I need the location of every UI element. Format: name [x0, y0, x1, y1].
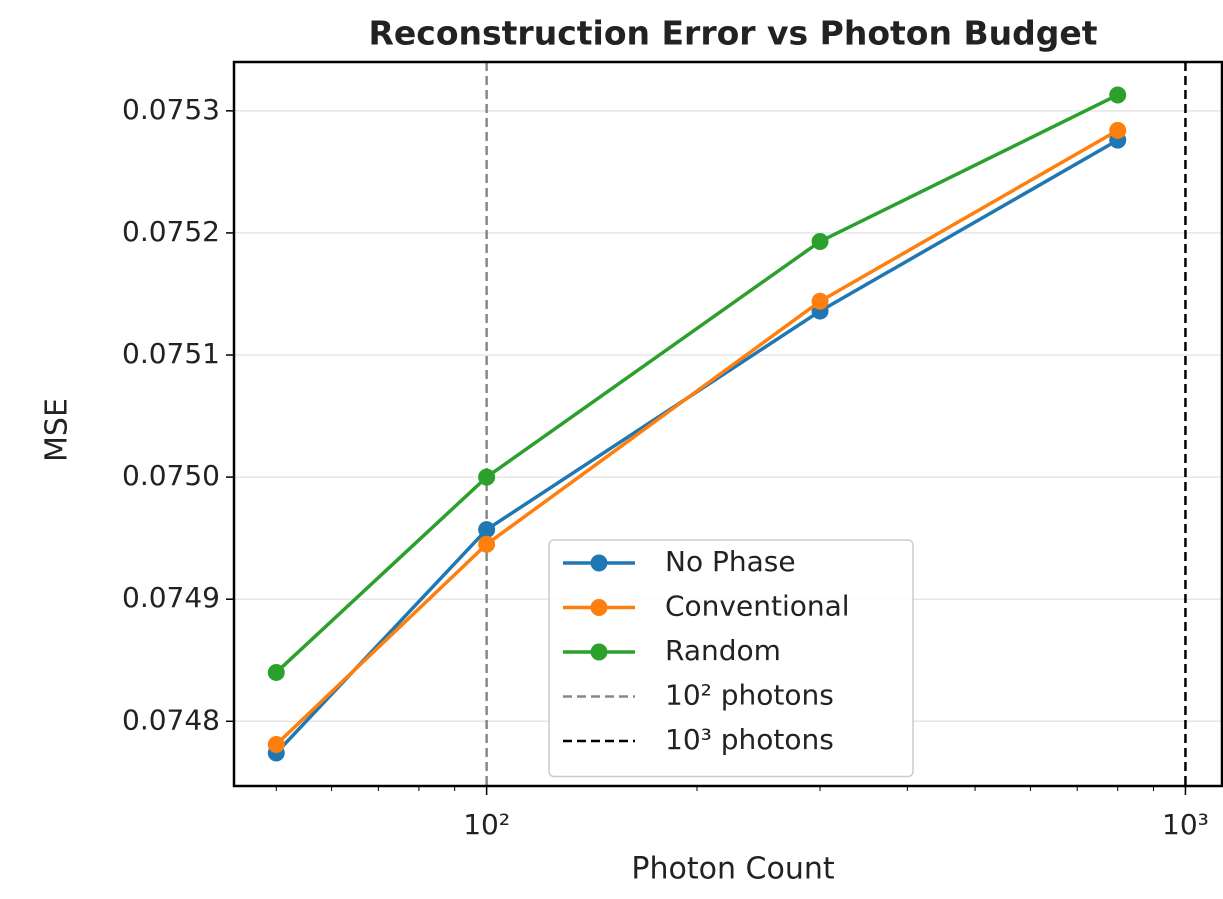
chart-title: Reconstruction Error vs Photon Budget — [369, 14, 1098, 53]
legend-label: 10² photons — [665, 679, 834, 712]
legend-label: No Phase — [665, 545, 796, 578]
legend-marker — [590, 599, 608, 616]
series-line — [275, 93, 1119, 674]
series-line — [275, 128, 1119, 746]
data-point — [811, 292, 829, 310]
data-point — [478, 521, 496, 539]
x-tick-label: 10² — [463, 808, 510, 841]
data-point — [267, 735, 285, 753]
x-axis-label: Photon Count — [631, 852, 834, 887]
data-point — [1109, 121, 1127, 139]
legend-marker — [590, 643, 608, 661]
y-tick-label: 0.0753 — [122, 93, 220, 126]
legend-label: Conventional — [665, 590, 850, 623]
data-point — [811, 232, 829, 250]
legend-label: 10³ photons — [665, 723, 834, 756]
legend-box — [548, 539, 914, 778]
y-tick-label: 0.0749 — [122, 581, 220, 614]
y-tick-label: 0.0751 — [122, 337, 220, 370]
legend-label: Random — [665, 634, 781, 667]
data-point — [478, 535, 496, 553]
y-axis-label: MSE — [40, 398, 75, 462]
axes-frame — [232, 60, 1223, 788]
y-tick-label: 0.0752 — [122, 215, 220, 248]
y-tick-label: 0.0748 — [122, 703, 220, 736]
x-tick-label: 10³ — [1162, 808, 1209, 841]
series-line — [274, 138, 1119, 755]
legend-marker — [590, 554, 608, 572]
y-tick-label: 0.0750 — [122, 459, 220, 492]
data-point — [478, 468, 496, 486]
data-point — [1109, 86, 1127, 104]
data-point — [267, 663, 285, 681]
plot-area — [267, 62, 1187, 786]
